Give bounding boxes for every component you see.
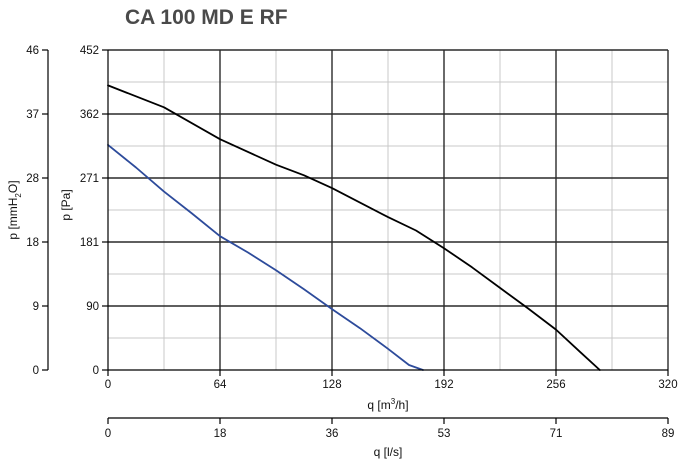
y-tick-label-pa: 181 — [80, 237, 99, 249]
axes: 0 90 181 271 362 452 0 9 18 28 37 46 0 64 128 192 256 320… — [6, 45, 678, 459]
y-axis-label-mmh2o: p [mmH2O] — [6, 180, 23, 239]
x-tick-label-m3h: 0 — [105, 379, 111, 391]
x-tick-label-ls: 0 — [105, 428, 111, 440]
y-tick-label-pa: 271 — [80, 173, 99, 185]
y-tick-label-mmh2o: 46 — [26, 45, 39, 57]
y-tick-label-mmh2o: 18 — [26, 237, 39, 249]
x-tick-label-ls: 18 — [214, 428, 227, 440]
x-tick-label-m3h: 64 — [214, 379, 227, 391]
x-tick-label-ls: 71 — [550, 428, 563, 440]
x-tick-label-ls: 53 — [438, 428, 451, 440]
y-tick-label-mmh2o: 37 — [26, 109, 39, 121]
y-tick-label-pa: 0 — [93, 365, 99, 377]
grid — [108, 49, 669, 370]
x-tick-label-m3h: 128 — [322, 379, 341, 391]
x-axis-label-ls: q [l/s] — [374, 445, 403, 459]
x-axis-label-m3h: q [m3/h] — [367, 397, 408, 412]
x-tick-label-m3h: 192 — [434, 379, 453, 391]
y-tick-label-mmh2o: 0 — [33, 365, 39, 377]
y-tick-label-mmh2o: 28 — [26, 173, 39, 185]
chart-title: CA 100 MD E RF — [125, 6, 288, 29]
series-line-1 — [107, 84, 601, 371]
series-layer — [107, 84, 601, 371]
x-tick-label-m3h: 256 — [546, 379, 565, 391]
y-axis-label-pa: p [Pa] — [59, 189, 73, 220]
y-tick-label-pa: 452 — [80, 45, 99, 57]
x-tick-label-ls: 89 — [662, 428, 675, 440]
y-tick-label-pa: 90 — [86, 301, 99, 313]
y-tick-label-mmh2o: 9 — [33, 301, 39, 313]
series-line-2 — [107, 143, 424, 371]
y-tick-label-pa: 362 — [80, 109, 99, 121]
x-tick-label-m3h: 320 — [658, 379, 677, 391]
x-tick-label-ls: 36 — [326, 428, 339, 440]
